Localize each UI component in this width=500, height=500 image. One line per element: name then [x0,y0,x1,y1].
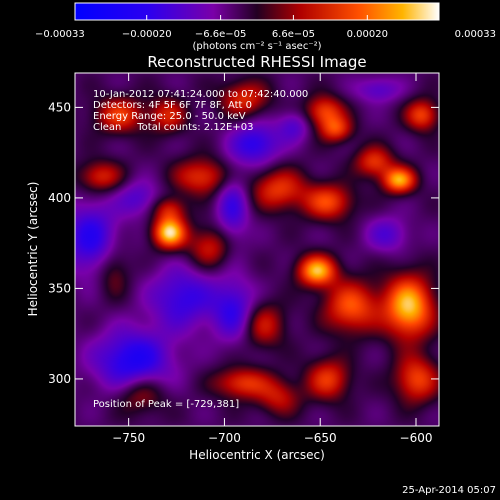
info-line-clean: Clean Total counts: 2.12E+03 [93,122,253,133]
y-tick-label: 450 [48,100,71,114]
x-axis-ticks: −750 −700 −650 −600 [112,73,432,445]
heatmap-image [75,73,439,426]
plot-frame [74,72,440,427]
y-tick-label: 350 [48,281,71,295]
x-tick-label: −750 [112,431,145,445]
info-line-detectors: Detectors: 4F 5F 6F 7F 8F, Att 0 [93,100,252,111]
colorbar-tick-label: 0.00020 [347,29,388,40]
heatmap-canvas [75,73,439,426]
colorbar-tick-label: −0.00020 [122,29,172,40]
colorbar-ticks: −0.00033 −0.00020 −6.6e−05 6.6e−05 0.00020 0.… [35,15,496,40]
info-line-energy: Energy Range: 25.0 - 50.0 keV [93,111,246,122]
y-axis-ticks: 300 350 400 450 [48,100,439,386]
chart-title: Reconstructed RHESSI Image [147,53,366,71]
peak-position-label: Position of Peak = [-729,381] [93,399,239,410]
colorbar-unit-label: (photons cm⁻² s⁻¹ asec⁻²) [192,41,321,52]
info-line-time: 10-Jan-2012 07:41:24.000 to 07:42:40.000 [93,89,308,100]
colorbar-tick-label: 6.6e−05 [272,29,315,40]
x-axis-label: Heliocentric X (arcsec) [189,448,325,462]
date-stamp: 25-Apr-2014 05:07 [402,485,496,496]
x-tick-label: −650 [304,431,337,445]
colorbar-tick-label: −0.00033 [35,29,85,40]
x-tick-label: −700 [208,431,241,445]
y-axis-label: Heliocentric Y (arcsec) [26,182,40,317]
y-tick-label: 400 [48,191,71,205]
colorbar-tick-label: 0.00033 [455,29,496,40]
x-tick-label: −600 [400,431,433,445]
colorbar-tick-label: −6.6e−05 [195,29,247,40]
y-tick-label: 300 [48,372,71,386]
colorbar [74,2,440,21]
